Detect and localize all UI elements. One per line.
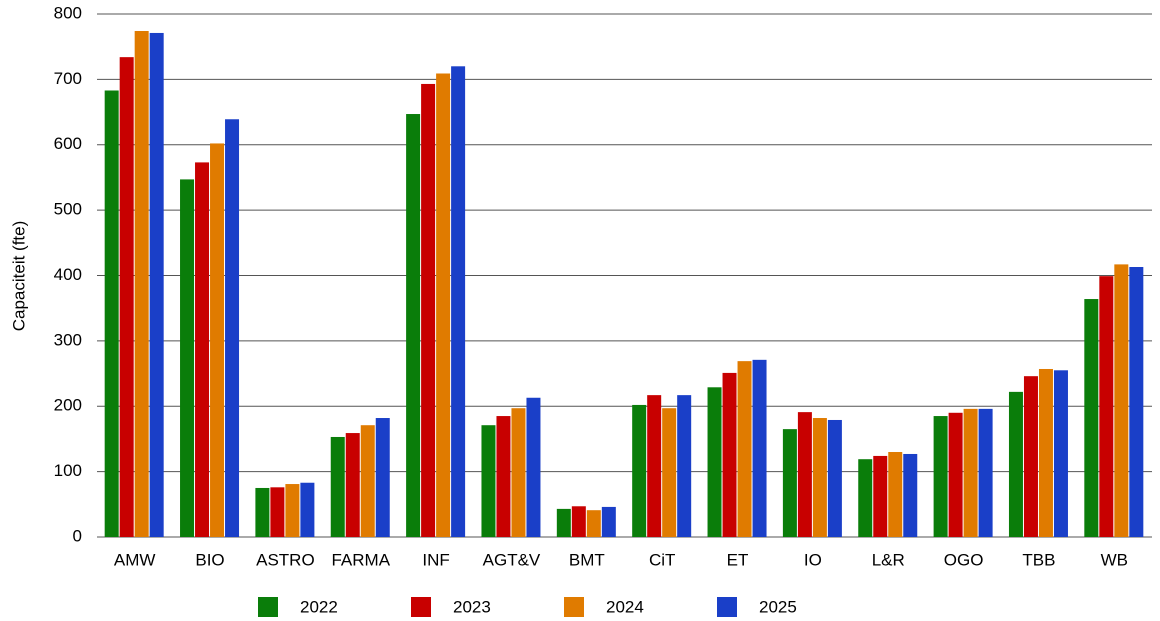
bar: [571, 506, 586, 537]
y-tick-label: 300: [54, 330, 82, 349]
bar: [225, 119, 240, 537]
bar: [556, 508, 571, 537]
bar: [255, 487, 270, 537]
bar: [1023, 376, 1038, 537]
x-tick-label: IO: [804, 550, 822, 569]
x-tick-label: BMT: [569, 550, 605, 569]
bar: [300, 482, 315, 537]
y-tick-label: 100: [54, 461, 82, 480]
bar: [330, 436, 345, 537]
bar: [1038, 368, 1053, 537]
y-tick-label: 600: [54, 134, 82, 153]
x-tick-label: AGT&V: [483, 550, 541, 569]
bar: [375, 418, 390, 537]
legend-swatch: [717, 597, 737, 617]
x-tick-label: CiT: [649, 550, 675, 569]
legend-label: 2024: [606, 597, 644, 616]
bar: [586, 510, 601, 537]
y-tick-label: 500: [54, 200, 82, 219]
bar: [1129, 267, 1144, 537]
bar: [707, 387, 722, 537]
bar: [933, 416, 948, 537]
bar: [677, 395, 692, 537]
bar: [451, 66, 466, 538]
y-tick-label: 200: [54, 396, 82, 415]
bar: [210, 143, 225, 537]
bar: [722, 372, 737, 537]
bar: [496, 416, 511, 537]
x-tick-label: L&R: [872, 550, 905, 569]
bar: [1008, 391, 1023, 537]
bar: [662, 408, 677, 537]
bar: [1053, 370, 1068, 537]
y-axis-label: Capaciteit (fte): [9, 221, 28, 332]
bar: [104, 90, 119, 538]
x-tick-label: FARMA: [331, 550, 390, 569]
y-tick-label: 0: [73, 526, 82, 545]
legend-label: 2023: [453, 597, 491, 616]
x-tick-label: AMW: [114, 550, 156, 569]
bar: [797, 412, 812, 537]
bar: [888, 452, 903, 537]
y-tick-label: 800: [54, 3, 82, 22]
bar: [436, 73, 451, 538]
bar: [180, 179, 195, 537]
bar: [270, 487, 285, 537]
bar: [812, 418, 827, 537]
bar: [1084, 299, 1099, 537]
x-tick-label: WB: [1101, 550, 1128, 569]
y-tick-label: 700: [54, 69, 82, 88]
bar: [963, 408, 978, 537]
x-tick-label: INF: [422, 550, 449, 569]
bar: [827, 419, 842, 537]
bar: [752, 359, 767, 537]
bar: [1114, 264, 1129, 537]
x-tick-label: BIO: [195, 550, 224, 569]
legend-swatch: [258, 597, 278, 617]
bar: [511, 408, 526, 537]
legend-swatch: [564, 597, 584, 617]
x-tick-label: ET: [727, 550, 749, 569]
bar: [873, 455, 888, 537]
y-tick-label: 400: [54, 265, 82, 284]
bar: [1099, 276, 1114, 537]
bar: [526, 397, 541, 537]
bar: [360, 425, 375, 537]
bar: [632, 404, 647, 537]
bar: [948, 412, 963, 537]
legend-label: 2025: [759, 597, 797, 616]
bar: [345, 433, 360, 537]
bar: [421, 83, 436, 538]
bar: [285, 484, 300, 537]
bar: [149, 32, 164, 538]
x-tick-label: OGO: [944, 550, 984, 569]
bar: [647, 395, 662, 537]
bar: [134, 30, 149, 538]
bar: [978, 408, 993, 537]
bar: [601, 506, 616, 537]
legend-swatch: [411, 597, 431, 617]
bar: [782, 429, 797, 537]
x-tick-label: ASTRO: [256, 550, 315, 569]
bar: [406, 114, 421, 538]
bar: [903, 453, 918, 537]
bar: [737, 361, 752, 537]
bar: [195, 162, 210, 537]
bar: [858, 459, 873, 537]
bar: [119, 57, 134, 538]
bar: [481, 425, 496, 537]
legend-label: 2022: [300, 597, 338, 616]
x-tick-label: TBB: [1022, 550, 1055, 569]
